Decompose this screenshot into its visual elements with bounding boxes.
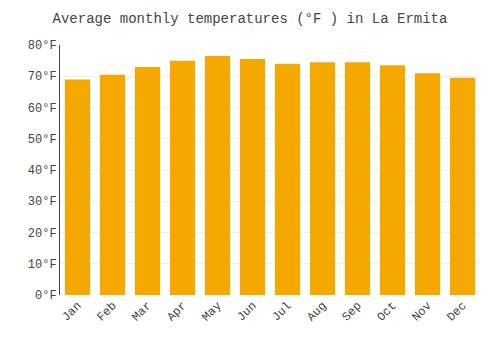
svg-text:30°F: 30°F (28, 195, 57, 209)
svg-text:May: May (199, 299, 224, 324)
svg-text:Sep: Sep (339, 299, 364, 324)
svg-text:20°F: 20°F (28, 227, 57, 241)
svg-text:50°F: 50°F (28, 133, 57, 147)
svg-text:Feb: Feb (94, 299, 119, 324)
svg-text:60°F: 60°F (28, 102, 57, 116)
svg-text:Apr: Apr (164, 299, 189, 324)
svg-text:Jun: Jun (234, 299, 259, 324)
svg-text:40°F: 40°F (28, 164, 57, 178)
svg-text:Jan: Jan (59, 299, 84, 324)
svg-text:Oct: Oct (374, 299, 399, 324)
svg-text:Nov: Nov (409, 299, 434, 324)
svg-text:Mar: Mar (129, 299, 154, 324)
svg-text:80°F: 80°F (28, 39, 57, 53)
svg-text:Dec: Dec (444, 299, 469, 324)
svg-text:Aug: Aug (304, 299, 329, 324)
svg-text:70°F: 70°F (28, 70, 57, 84)
svg-text:Average monthly temperatures (: Average monthly temperatures (°F ) in La… (53, 11, 448, 27)
svg-text:Jul: Jul (269, 299, 294, 324)
svg-text:10°F: 10°F (28, 258, 57, 272)
svg-text:0°F: 0°F (35, 289, 57, 303)
